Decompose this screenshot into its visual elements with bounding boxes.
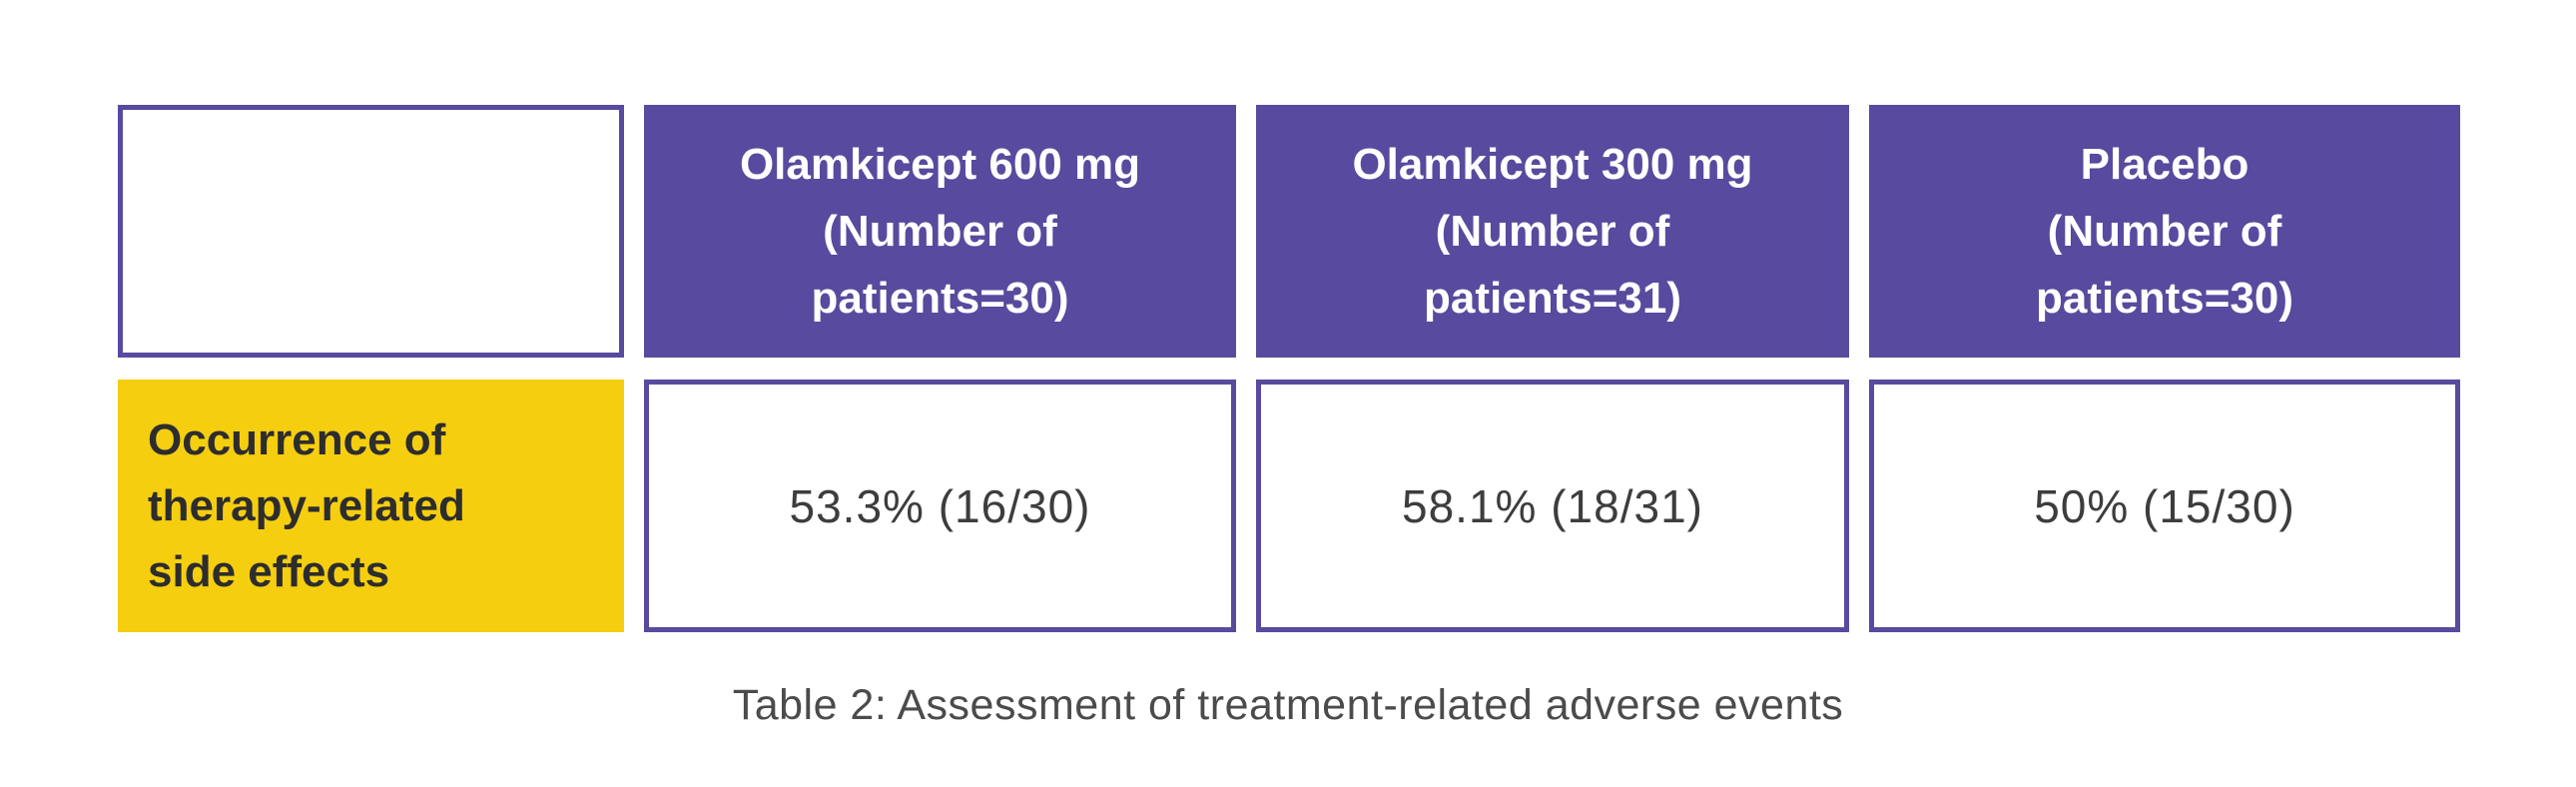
row-label-line: therapy-related xyxy=(148,480,465,530)
corner-empty-cell xyxy=(118,105,624,358)
table-caption: Table 2: Assessment of treatment-related… xyxy=(732,681,1844,729)
row-label-line: side effects xyxy=(148,546,390,596)
value-text: 53.3% (16/30) xyxy=(789,479,1091,532)
column-header-placebo: Placebo (Number of patients=30) xyxy=(1869,105,2460,358)
header-line: (Number of xyxy=(1435,207,1670,256)
value-cell-olamkicept-300: 58.1% (18/31) xyxy=(1256,380,1849,632)
header-line: Olamkicept 300 mg xyxy=(1352,140,1753,189)
header-line: patients=30) xyxy=(2036,274,2293,323)
adverse-events-table: Olamkicept 600 mg (Number of patients=30… xyxy=(118,105,2460,632)
row-label-line: Occurrence of xyxy=(148,414,446,464)
header-line: (Number of xyxy=(2047,207,2282,256)
column-header-olamkicept-300: Olamkicept 300 mg (Number of patients=31… xyxy=(1256,105,1849,358)
value-cell-placebo: 50% (15/30) xyxy=(1869,380,2460,632)
header-line: Placebo xyxy=(2080,140,2250,189)
header-line: Olamkicept 600 mg xyxy=(739,140,1141,189)
header-line: patients=31) xyxy=(1424,274,1681,323)
value-text: 50% (15/30) xyxy=(2034,479,2295,532)
header-line: patients=30) xyxy=(811,274,1069,323)
value-text: 58.1% (18/31) xyxy=(1402,479,1703,532)
value-cell-olamkicept-600: 53.3% (16/30) xyxy=(644,380,1236,632)
header-line: (Number of xyxy=(823,207,1057,256)
row-label-side-effects: Occurrence of therapy-related side effec… xyxy=(118,380,624,632)
column-header-olamkicept-600: Olamkicept 600 mg (Number of patients=30… xyxy=(644,105,1236,358)
